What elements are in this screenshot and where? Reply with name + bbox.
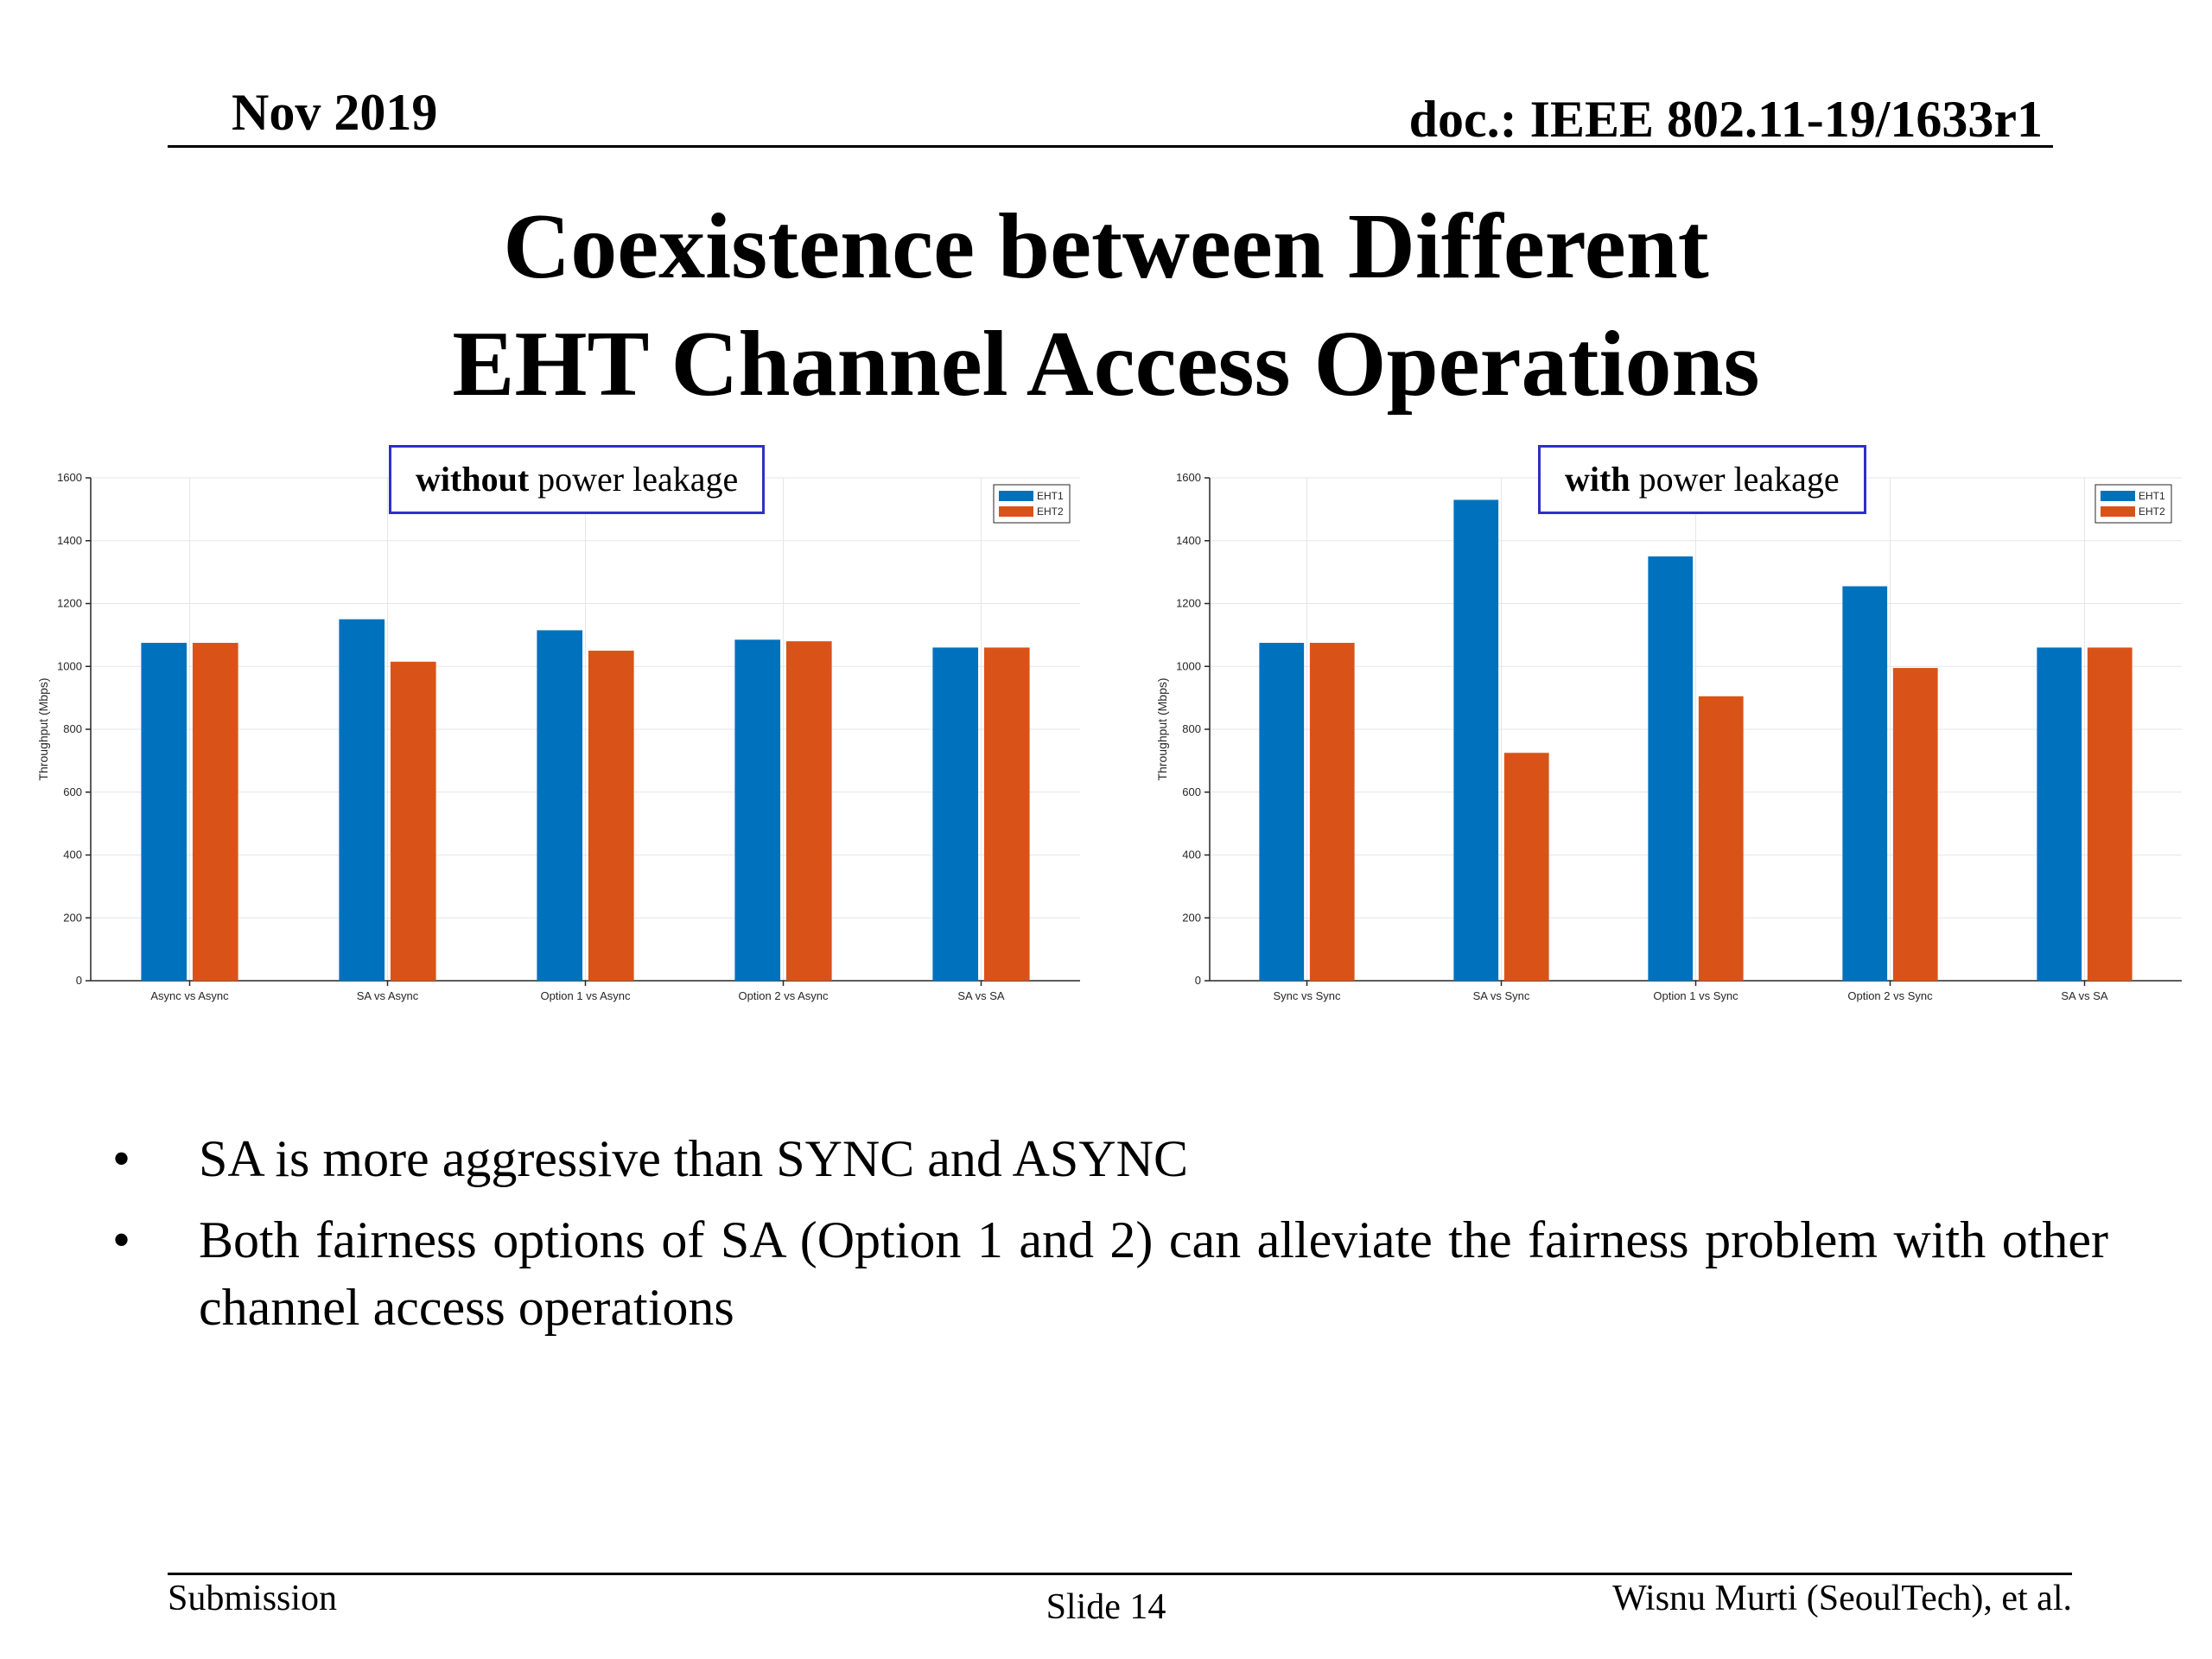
bar-eht2-1 [1309, 642, 1355, 981]
chart-left-svg: 0 200 400 600 800 1000 1200 1400 1600 Async vs As… [36, 471, 1080, 1002]
y-tick-label: 200 [63, 911, 82, 924]
y-tick-label: 800 [1182, 722, 1201, 735]
annotation-left-bold: without [416, 460, 530, 499]
bar-eht2-4 [1892, 668, 1938, 981]
y-tick-label: 0 [1195, 974, 1201, 987]
annotation-right-rest: power leakage [1630, 460, 1840, 499]
y-tick-label: 400 [1182, 849, 1201, 861]
bar-eht1-2 [1453, 499, 1499, 981]
bar-eht2-2 [390, 661, 436, 981]
slide-title: Coexistence between Different EHT Channe… [0, 188, 2212, 423]
bullet-item-1: • SA is more aggressive than SYNC and AS… [112, 1125, 2108, 1192]
y-tick-label: 0 [76, 974, 82, 987]
bullet-dot-1: • [112, 1130, 131, 1187]
title-line-2: EHT Channel Access Operations [452, 313, 1760, 416]
bar-eht1-3 [537, 630, 583, 981]
y-axis-label: Throughput (Mbps) [36, 677, 50, 780]
bar-eht1-3 [1648, 556, 1694, 981]
footer-author: Wisnu Murti (SeoulTech), et al. [1612, 1579, 2072, 1618]
header-date: Nov 2019 [232, 84, 438, 141]
annotation-right-bold: with [1565, 460, 1630, 499]
bar-eht1-1 [1259, 642, 1305, 981]
x-tick-label: SA vs SA [2061, 989, 2108, 1002]
y-tick-label: 1200 [1176, 597, 1201, 610]
footer-submission: Submission [168, 1579, 338, 1618]
bar-eht1-1 [141, 642, 188, 981]
y-tick-label: 1000 [1176, 659, 1201, 672]
bar-eht1-5 [2037, 647, 2082, 981]
footer-slide-number: Slide 14 [1046, 1587, 1166, 1627]
bar-eht2-1 [192, 642, 238, 981]
bar-eht1-4 [734, 639, 781, 981]
bullet-list: • SA is more aggressive than SYNC and AS… [112, 1125, 2108, 1355]
legend-swatch-eht1 [2101, 491, 2135, 501]
bar-eht2-3 [1698, 696, 1744, 981]
bar-eht2-4 [785, 641, 832, 981]
header-rule [168, 145, 2053, 148]
y-tick-label: 1400 [57, 534, 82, 547]
annotation-left-rest: power leakage [529, 460, 739, 499]
bullet-text-1: SA is more aggressive than SYNC and ASYN… [199, 1130, 1188, 1187]
title-line-1: Coexistence between Different [503, 195, 1709, 298]
legend-swatch-eht1 [999, 491, 1033, 501]
y-tick-label: 600 [1182, 785, 1201, 798]
chart-without-leakage: 0 200 400 600 800 1000 1200 1400 1600 Async vs As… [26, 462, 1097, 1011]
x-tick-label: SA vs Async [357, 989, 419, 1002]
bar-eht1-4 [1842, 586, 1888, 981]
x-tick-label: Option 2 vs Sync [1847, 989, 1933, 1002]
x-tick-label: SA vs SA [957, 989, 1005, 1002]
legend-label-eht1: EHT1 [1037, 490, 1064, 502]
y-tick-label: 400 [63, 849, 82, 861]
y-tick-label: 1000 [57, 659, 82, 672]
bar-eht2-5 [2087, 647, 2133, 981]
x-tick-label: Sync vs Sync [1273, 989, 1341, 1002]
x-tick-label: Option 1 vs Async [540, 989, 631, 1002]
bullet-text-2: Both fairness options of SA (Option 1 an… [199, 1211, 2108, 1336]
legend-label-eht1: EHT1 [2139, 490, 2165, 502]
annotation-with-leakage: with power leakage [1538, 445, 1866, 514]
legend-label-eht2: EHT2 [2139, 505, 2165, 518]
chart-right-svg: 0 200 400 600 800 1000 1200 1400 1600 Sync vs Syn… [1155, 471, 2182, 1002]
chart-with-leakage: 0 200 400 600 800 1000 1200 1400 1600 Sync vs Syn… [1145, 462, 2199, 1011]
y-tick-label: 1600 [1176, 471, 1201, 484]
y-tick-label: 1600 [57, 471, 82, 484]
y-tick-label: 600 [63, 785, 82, 798]
bar-eht1-5 [932, 647, 979, 981]
annotation-without-leakage: without power leakage [389, 445, 766, 514]
y-tick-label: 200 [1182, 911, 1201, 924]
legend-label-eht2: EHT2 [1037, 505, 1064, 518]
x-tick-label: Option 2 vs Async [738, 989, 829, 1002]
bar-eht2-2 [1503, 753, 1549, 981]
y-tick-label: 800 [63, 722, 82, 735]
footer-rule [168, 1573, 2072, 1575]
y-axis-label: Throughput (Mbps) [1155, 677, 1169, 780]
y-tick-label: 1400 [1176, 534, 1201, 547]
x-tick-label: SA vs Sync [1473, 989, 1530, 1002]
bullet-item-2: • Both fairness options of SA (Option 1 … [112, 1206, 2108, 1341]
y-tick-label: 1200 [57, 597, 82, 610]
bar-eht1-2 [339, 619, 385, 981]
bar-eht2-5 [983, 647, 1030, 981]
legend-swatch-eht2 [999, 506, 1033, 517]
legend-swatch-eht2 [2101, 506, 2135, 517]
bar-eht2-3 [588, 651, 634, 981]
bullet-dot-2: • [112, 1211, 131, 1268]
header-doc-id: doc.: IEEE 802.11-19/1633r1 [1408, 91, 2043, 148]
x-tick-label: Option 1 vs Sync [1653, 989, 1738, 1002]
x-tick-label: Async vs Async [150, 989, 229, 1002]
